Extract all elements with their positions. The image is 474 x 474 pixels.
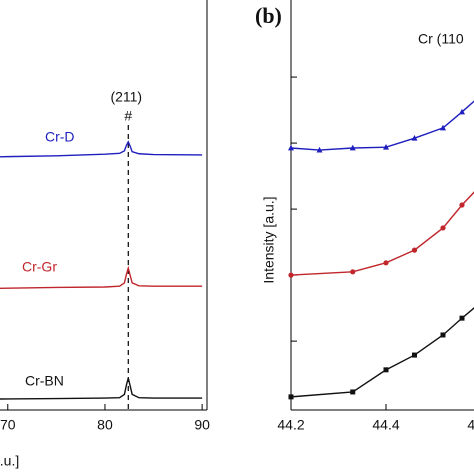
x-tick-label: 80 (97, 417, 113, 433)
x-axis-label: a.u.] (0, 453, 19, 469)
series-line (0, 377, 203, 400)
marker (288, 272, 294, 278)
x-tick-label: 70 (0, 417, 16, 433)
marker (350, 269, 356, 275)
y-axis-label: Intensity [a.u.] (261, 196, 277, 283)
marker (440, 225, 446, 231)
marker (316, 146, 323, 153)
chart-title: Cr (110 (418, 31, 464, 47)
x-tick-label: 44.6 (467, 417, 474, 433)
marker (411, 134, 418, 141)
marker (383, 367, 389, 373)
series-label: Cr-D (45, 129, 75, 145)
series-label: Cr-BN (25, 373, 64, 389)
x-tick-label: 44.4 (372, 417, 399, 433)
panel-label: (b) (255, 3, 282, 28)
x-tick-label: 44.2 (277, 417, 304, 433)
series-line (0, 265, 203, 290)
marker (459, 315, 465, 321)
marker (440, 332, 446, 338)
series-line (291, 191, 474, 276)
marker (350, 389, 356, 395)
marker (349, 144, 356, 151)
marker (383, 260, 389, 266)
series-line (291, 307, 474, 398)
marker (459, 202, 465, 208)
marker (411, 247, 418, 253)
marker (288, 394, 294, 400)
marker (412, 352, 417, 358)
series-line (291, 100, 474, 151)
x-tick-label: 90 (194, 417, 210, 433)
annotation: # (124, 108, 132, 124)
series-line (0, 140, 203, 158)
marker (440, 124, 446, 131)
marker (459, 108, 465, 115)
annotation: (211) (110, 89, 142, 105)
series-label: Cr-Gr (22, 259, 57, 275)
marker (383, 143, 389, 150)
marker (288, 144, 294, 151)
